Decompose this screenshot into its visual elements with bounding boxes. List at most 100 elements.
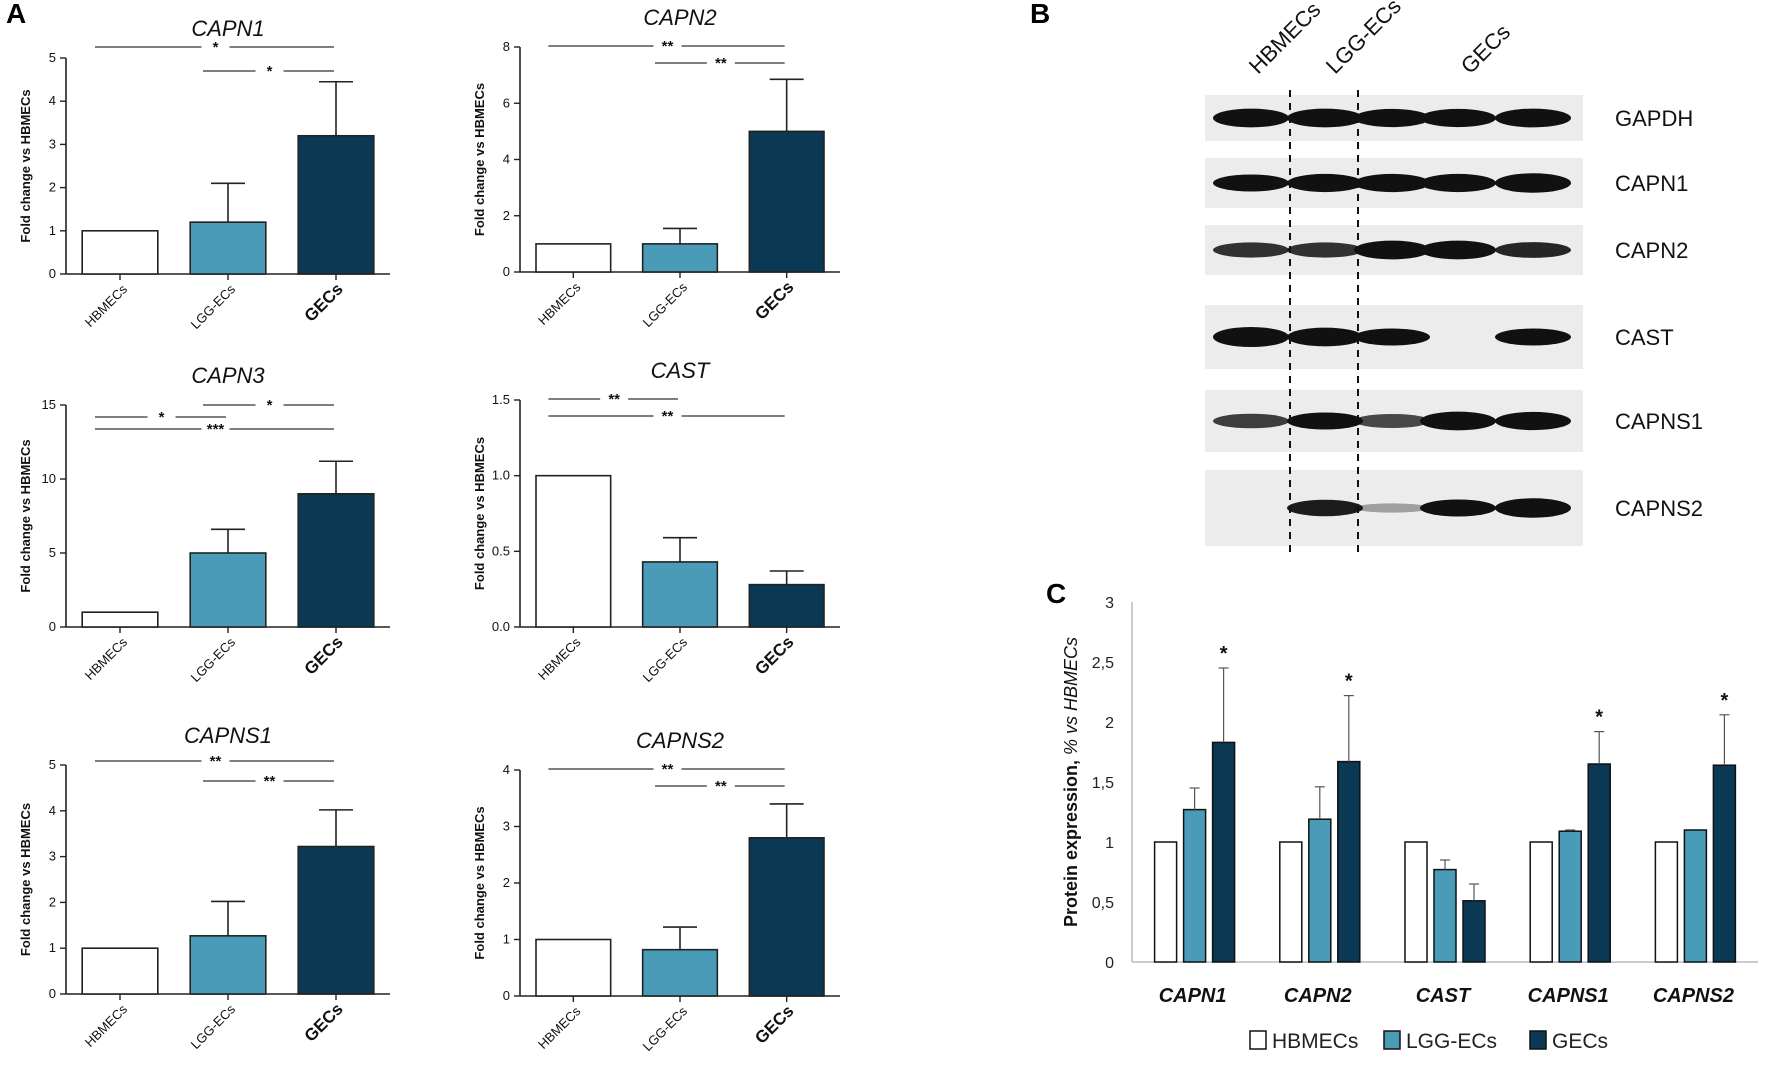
significance-gap xyxy=(706,54,735,68)
bar-cast-lgg-ecs xyxy=(1433,868,1457,963)
bar-gecs xyxy=(297,492,375,628)
panel-letter-b: B xyxy=(1030,0,1051,29)
significance-label: * xyxy=(1595,707,1603,729)
bar-lgg-ecs xyxy=(189,935,267,995)
y-tick-label: 15 xyxy=(42,397,56,412)
blot-band xyxy=(1213,327,1289,347)
significance-gap xyxy=(653,407,682,421)
x-tick-label: HBMECs xyxy=(535,634,584,683)
significance-gap xyxy=(201,420,230,434)
x-tick-label: HBMECs xyxy=(82,281,131,330)
y-tick-label: 0.5 xyxy=(492,543,510,558)
blot-band xyxy=(1420,411,1496,431)
legend-swatch-hbmecs xyxy=(1249,1030,1267,1050)
blot-band xyxy=(1495,242,1571,258)
protein-label-capn1: CAPN1 xyxy=(1615,171,1688,196)
bar-capn1-gecs xyxy=(1211,741,1236,963)
chart-capns1: CAPNS1 Fold change vs HBMECs 0 1 2 3 4 5 HBMECs L… xyxy=(18,723,390,1052)
y-axis-label: Fold change vs HBMECs xyxy=(472,437,487,590)
bar-lgg-ecs xyxy=(189,221,267,275)
y-tick-label: 1.5 xyxy=(492,392,510,407)
bar-hbmecs xyxy=(535,938,612,997)
panel-letter-a: A xyxy=(6,0,27,29)
significance-gap xyxy=(706,777,735,791)
y-axis-label: Fold change vs HBMECs xyxy=(18,89,33,242)
protein-label-capns2: CAPNS2 xyxy=(1615,496,1703,521)
significance-label: * xyxy=(213,39,219,56)
x-tick-label: HBMECs xyxy=(82,634,131,683)
y-tick-label: 0 xyxy=(49,266,56,281)
x-tick-label: CAPN2 xyxy=(1284,985,1352,1007)
bar-gecs xyxy=(748,583,825,628)
chart-title: CAPN3 xyxy=(191,363,265,388)
legend-label-hbmecs: HBMECs xyxy=(1272,1030,1358,1053)
y-tick-label: 2,5 xyxy=(1092,655,1114,672)
y-tick-label: 5 xyxy=(49,545,56,560)
y-tick-label: 8 xyxy=(503,39,510,54)
blot-band xyxy=(1213,242,1289,258)
y-tick-label: 0 xyxy=(503,264,510,279)
y-tick-label: 1 xyxy=(1105,835,1114,852)
x-tick-label: HBMECs xyxy=(82,1001,131,1050)
blot-band xyxy=(1420,108,1496,128)
y-tick-label: 0 xyxy=(503,988,510,1003)
blot-band xyxy=(1213,413,1289,429)
x-tick-label: LGG-ECs xyxy=(188,1001,239,1052)
bar-gecs xyxy=(297,134,375,275)
y-axis-label: Fold change vs HBMECs xyxy=(18,439,33,592)
blot-band xyxy=(1495,328,1571,346)
x-tick-label: GECs xyxy=(751,632,797,678)
bar-cast-gecs xyxy=(1462,900,1486,963)
significance-label: ** xyxy=(662,761,674,778)
protein-label-gapdh: GAPDH xyxy=(1615,106,1693,131)
blot-band xyxy=(1287,327,1363,347)
bar-hbmecs xyxy=(81,230,159,275)
y-axis-label: Fold change vs HBMECs xyxy=(18,803,33,956)
blot-band xyxy=(1420,499,1496,517)
x-tick-label: GECs xyxy=(301,632,347,678)
y-tick-label: 1 xyxy=(49,223,56,238)
significance-label: ** xyxy=(662,408,674,425)
y-tick-label: 0 xyxy=(1105,955,1114,972)
y-tick-label: 0,5 xyxy=(1092,895,1114,912)
chart-capn2: CAPN2 Fold change vs HBMECs 0 2 4 6 8 HBMECs LGG… xyxy=(472,5,840,330)
x-tick-label: CAST xyxy=(1416,985,1472,1007)
x-tick-label: LGG-ECs xyxy=(640,1003,691,1054)
bar-lgg-ecs xyxy=(641,948,719,997)
y-tick-label: 1.0 xyxy=(492,468,510,483)
y-tick-label: 3 xyxy=(503,819,510,834)
y-axis-label: Protein expression, % vs HBMECs xyxy=(1061,637,1081,927)
blot-band xyxy=(1287,242,1363,258)
y-tick-label: 3 xyxy=(49,849,56,864)
x-tick-label: CAPNS2 xyxy=(1653,985,1734,1007)
y-tick-label: 4 xyxy=(503,762,510,777)
significance-gap xyxy=(147,408,176,422)
bar-lgg-ecs xyxy=(189,552,267,628)
bar-hbmecs xyxy=(535,474,612,628)
blot-band xyxy=(1354,173,1430,193)
y-tick-label: 2 xyxy=(503,208,510,223)
significance-label: * xyxy=(267,397,273,414)
lane-label-hbmecs: HBMECs xyxy=(1244,0,1326,79)
y-tick-label: 4 xyxy=(49,93,56,108)
significance-gap xyxy=(653,37,682,51)
y-axis-label: Fold change vs HBMECs xyxy=(472,806,487,959)
chart-capn3: CAPN3 Fold change vs HBMECs 0 5 10 15 HBMECs LG… xyxy=(18,363,390,685)
blot-band xyxy=(1354,414,1430,428)
y-tick-label: 5 xyxy=(49,50,56,65)
blot-band xyxy=(1495,108,1571,128)
chart-cast: CAST Fold change vs HBMECs 0.0 0.5 1.0 1.5 HBM… xyxy=(472,358,840,685)
lane-label-lgg-ecs: LGG-ECs xyxy=(1321,0,1406,79)
blot-band xyxy=(1287,499,1363,517)
x-tick-label: GECs xyxy=(301,999,347,1045)
significance-gap xyxy=(255,396,284,410)
bar-lgg-ecs xyxy=(641,243,719,273)
bar-hbmecs xyxy=(535,243,612,273)
bar-capns1-hbmecs xyxy=(1529,841,1553,963)
bar-capns2-lgg-ecs xyxy=(1683,829,1708,963)
chart-title: CAST xyxy=(651,358,711,383)
bar-gecs xyxy=(748,836,825,997)
chart-capn1: CAPN1 Fold change vs HBMECs 0 1 2 3 4 5 HBMECs LG… xyxy=(18,16,390,332)
